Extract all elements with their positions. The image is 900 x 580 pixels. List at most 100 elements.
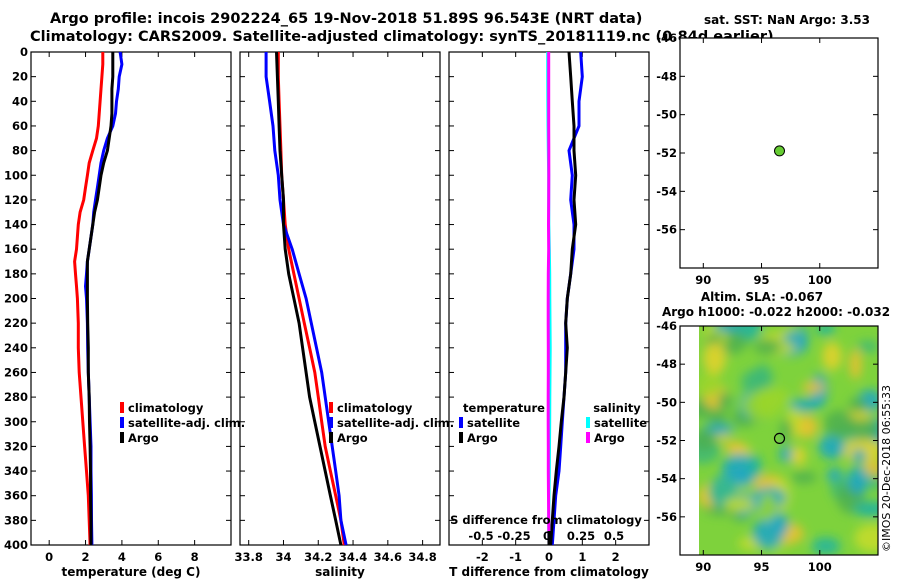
series-line-satellite-adj-clim-	[264, 52, 348, 546]
sla-blob	[759, 492, 776, 522]
legend-swatch	[586, 432, 590, 443]
legend-swatch	[586, 417, 590, 428]
sla-blob	[789, 398, 820, 412]
depth-tick-label: 60	[12, 119, 28, 133]
x-tick-label: -2	[476, 550, 489, 564]
sla-blob	[854, 524, 878, 553]
legend-swatch	[329, 432, 333, 443]
sla-blob	[791, 471, 817, 484]
map-y-tick-label: -50	[656, 395, 677, 409]
series-line-salinity-climatology	[546, 52, 551, 546]
legend-label: satellite-adj. clim.	[128, 416, 245, 430]
x-tick-label: 33.8	[235, 550, 263, 564]
salinity-tick-label: 0	[543, 529, 551, 543]
salinity-axis-label: S difference from climatology	[450, 513, 642, 527]
legend-label: Argo	[594, 431, 625, 445]
depth-tick-label: 200	[4, 292, 28, 306]
depth-tick-label: 400	[4, 538, 28, 552]
depth-tick-label: 340	[4, 464, 28, 478]
sla-blob	[823, 410, 856, 439]
depth-tick-label: 0	[20, 45, 28, 59]
map-y-tick-label: -54	[656, 184, 677, 198]
x-axis-label: salinity	[315, 565, 365, 579]
map-y-tick-label: -56	[656, 510, 677, 524]
legend-title-salinity: salinity	[593, 401, 641, 415]
sla-blob	[752, 518, 784, 549]
salinity-tick-label: -0.5	[468, 529, 493, 543]
figure-title-line1: Argo profile: incois 2902224_65 19-Nov-2…	[50, 11, 643, 27]
map-y-tick-label: -52	[656, 434, 677, 448]
depth-tick-label: 180	[4, 267, 28, 281]
map-x-tick-label: 90	[695, 560, 711, 574]
sst-map-title: sat. SST: NaN Argo: 3.53	[704, 13, 870, 27]
depth-tick-label: 40	[12, 94, 28, 108]
legend-label: satellite-adj. clim.	[337, 416, 454, 430]
legend-label: Argo	[337, 431, 368, 445]
map-y-tick-label: -48	[656, 69, 677, 83]
map-x-tick-label: 100	[808, 273, 832, 287]
series-line-argo	[85, 52, 115, 545]
salinity-tick-label: -0.25	[497, 529, 530, 543]
sla-map-title-line1: Altim. SLA: -0.067	[701, 290, 823, 304]
sla-blob	[852, 501, 878, 517]
sla-blob	[737, 326, 763, 340]
sla-blob	[723, 497, 755, 512]
map-y-tick-label: -48	[656, 357, 677, 371]
series-line-temperature-argo	[549, 51, 578, 546]
depth-tick-label: 380	[4, 513, 28, 527]
map-x-tick-label: 100	[808, 560, 832, 574]
map-y-tick-label: -56	[656, 223, 677, 237]
map-y-tick-label: -52	[656, 146, 677, 160]
legend-title-temperature: temperature	[463, 401, 545, 415]
argo-location-dot	[774, 145, 786, 157]
legend-swatch	[120, 432, 124, 443]
x-tick-label: 34.8	[408, 550, 436, 564]
sla-blob	[717, 392, 733, 411]
depth-tick-label: 20	[12, 70, 28, 84]
depth-tick-label: 320	[4, 439, 28, 453]
x-tick-label: 2	[82, 550, 90, 564]
sla-blob	[699, 373, 723, 397]
legend-swatch	[120, 402, 124, 413]
legend-label: Argo	[467, 431, 498, 445]
sla-blob	[755, 387, 791, 408]
sla-blob	[779, 446, 795, 463]
map-y-tick-label: -46	[656, 31, 677, 45]
legend-label: Argo	[128, 431, 159, 445]
map-x-tick-label: 95	[754, 273, 770, 287]
sla-blob	[741, 369, 768, 394]
sla-blob	[699, 428, 717, 452]
map-y-tick-label: -54	[656, 472, 677, 486]
sla-blob	[818, 434, 846, 460]
sla-blob	[783, 331, 809, 345]
sla-blob	[802, 381, 825, 394]
depth-tick-label: 140	[4, 218, 28, 232]
sla-blob	[708, 409, 727, 429]
salinity-tick-label: 0.5	[604, 529, 624, 543]
map-y-tick-label: -46	[656, 319, 677, 333]
map-x-tick-label: 90	[695, 273, 711, 287]
legend-label: climatology	[128, 401, 204, 415]
sla-blob	[724, 441, 746, 453]
legend-label: satellite	[594, 416, 647, 430]
sla-blob	[848, 397, 868, 413]
sla-blobs	[699, 326, 878, 555]
credit-text: ©IMOS 20-Dec-2018 06:55:33	[880, 385, 893, 552]
depth-tick-label: 120	[4, 193, 28, 207]
sla-map-title-line2: Argo h1000: -0.022 h2000: -0.032	[662, 305, 890, 319]
depth-tick-label: 160	[4, 242, 28, 256]
legend-label: satellite	[467, 416, 520, 430]
series-line-argo	[275, 51, 343, 546]
x-tick-label: 34.2	[304, 550, 332, 564]
sla-blob	[816, 326, 835, 336]
sla-blob	[790, 446, 807, 466]
figure-title-line2: Climatology: CARS2009. Satellite-adjuste…	[30, 29, 774, 45]
sla-blob	[849, 349, 862, 380]
depth-tick-label: 100	[4, 168, 28, 182]
x-axis-label: T difference from climatology	[449, 565, 649, 579]
depth-tick-label: 240	[4, 341, 28, 355]
legend-swatch	[120, 417, 124, 428]
x-tick-label: 34	[275, 550, 291, 564]
x-tick-label: -1	[509, 550, 522, 564]
